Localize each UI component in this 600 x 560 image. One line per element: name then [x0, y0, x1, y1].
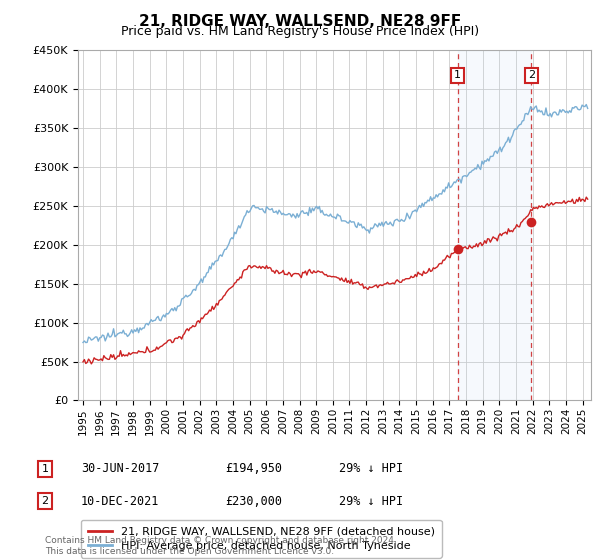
Text: 29% ↓ HPI: 29% ↓ HPI — [339, 462, 403, 475]
Text: 21, RIDGE WAY, WALLSEND, NE28 9FF: 21, RIDGE WAY, WALLSEND, NE28 9FF — [139, 14, 461, 29]
Text: 2: 2 — [41, 496, 49, 506]
Text: 29% ↓ HPI: 29% ↓ HPI — [339, 494, 403, 508]
Text: 30-JUN-2017: 30-JUN-2017 — [81, 462, 160, 475]
Text: Contains HM Land Registry data © Crown copyright and database right 2024.
This d: Contains HM Land Registry data © Crown c… — [45, 536, 397, 556]
Text: 1: 1 — [454, 71, 461, 80]
Text: Price paid vs. HM Land Registry's House Price Index (HPI): Price paid vs. HM Land Registry's House … — [121, 25, 479, 38]
Text: 10-DEC-2021: 10-DEC-2021 — [81, 494, 160, 508]
Text: 2: 2 — [528, 71, 535, 80]
Text: £194,950: £194,950 — [225, 462, 282, 475]
Bar — [458, 50, 532, 400]
Text: 1: 1 — [41, 464, 49, 474]
Text: £230,000: £230,000 — [225, 494, 282, 508]
Legend: 21, RIDGE WAY, WALLSEND, NE28 9FF (detached house), HPI: Average price, detached: 21, RIDGE WAY, WALLSEND, NE28 9FF (detac… — [81, 520, 442, 558]
